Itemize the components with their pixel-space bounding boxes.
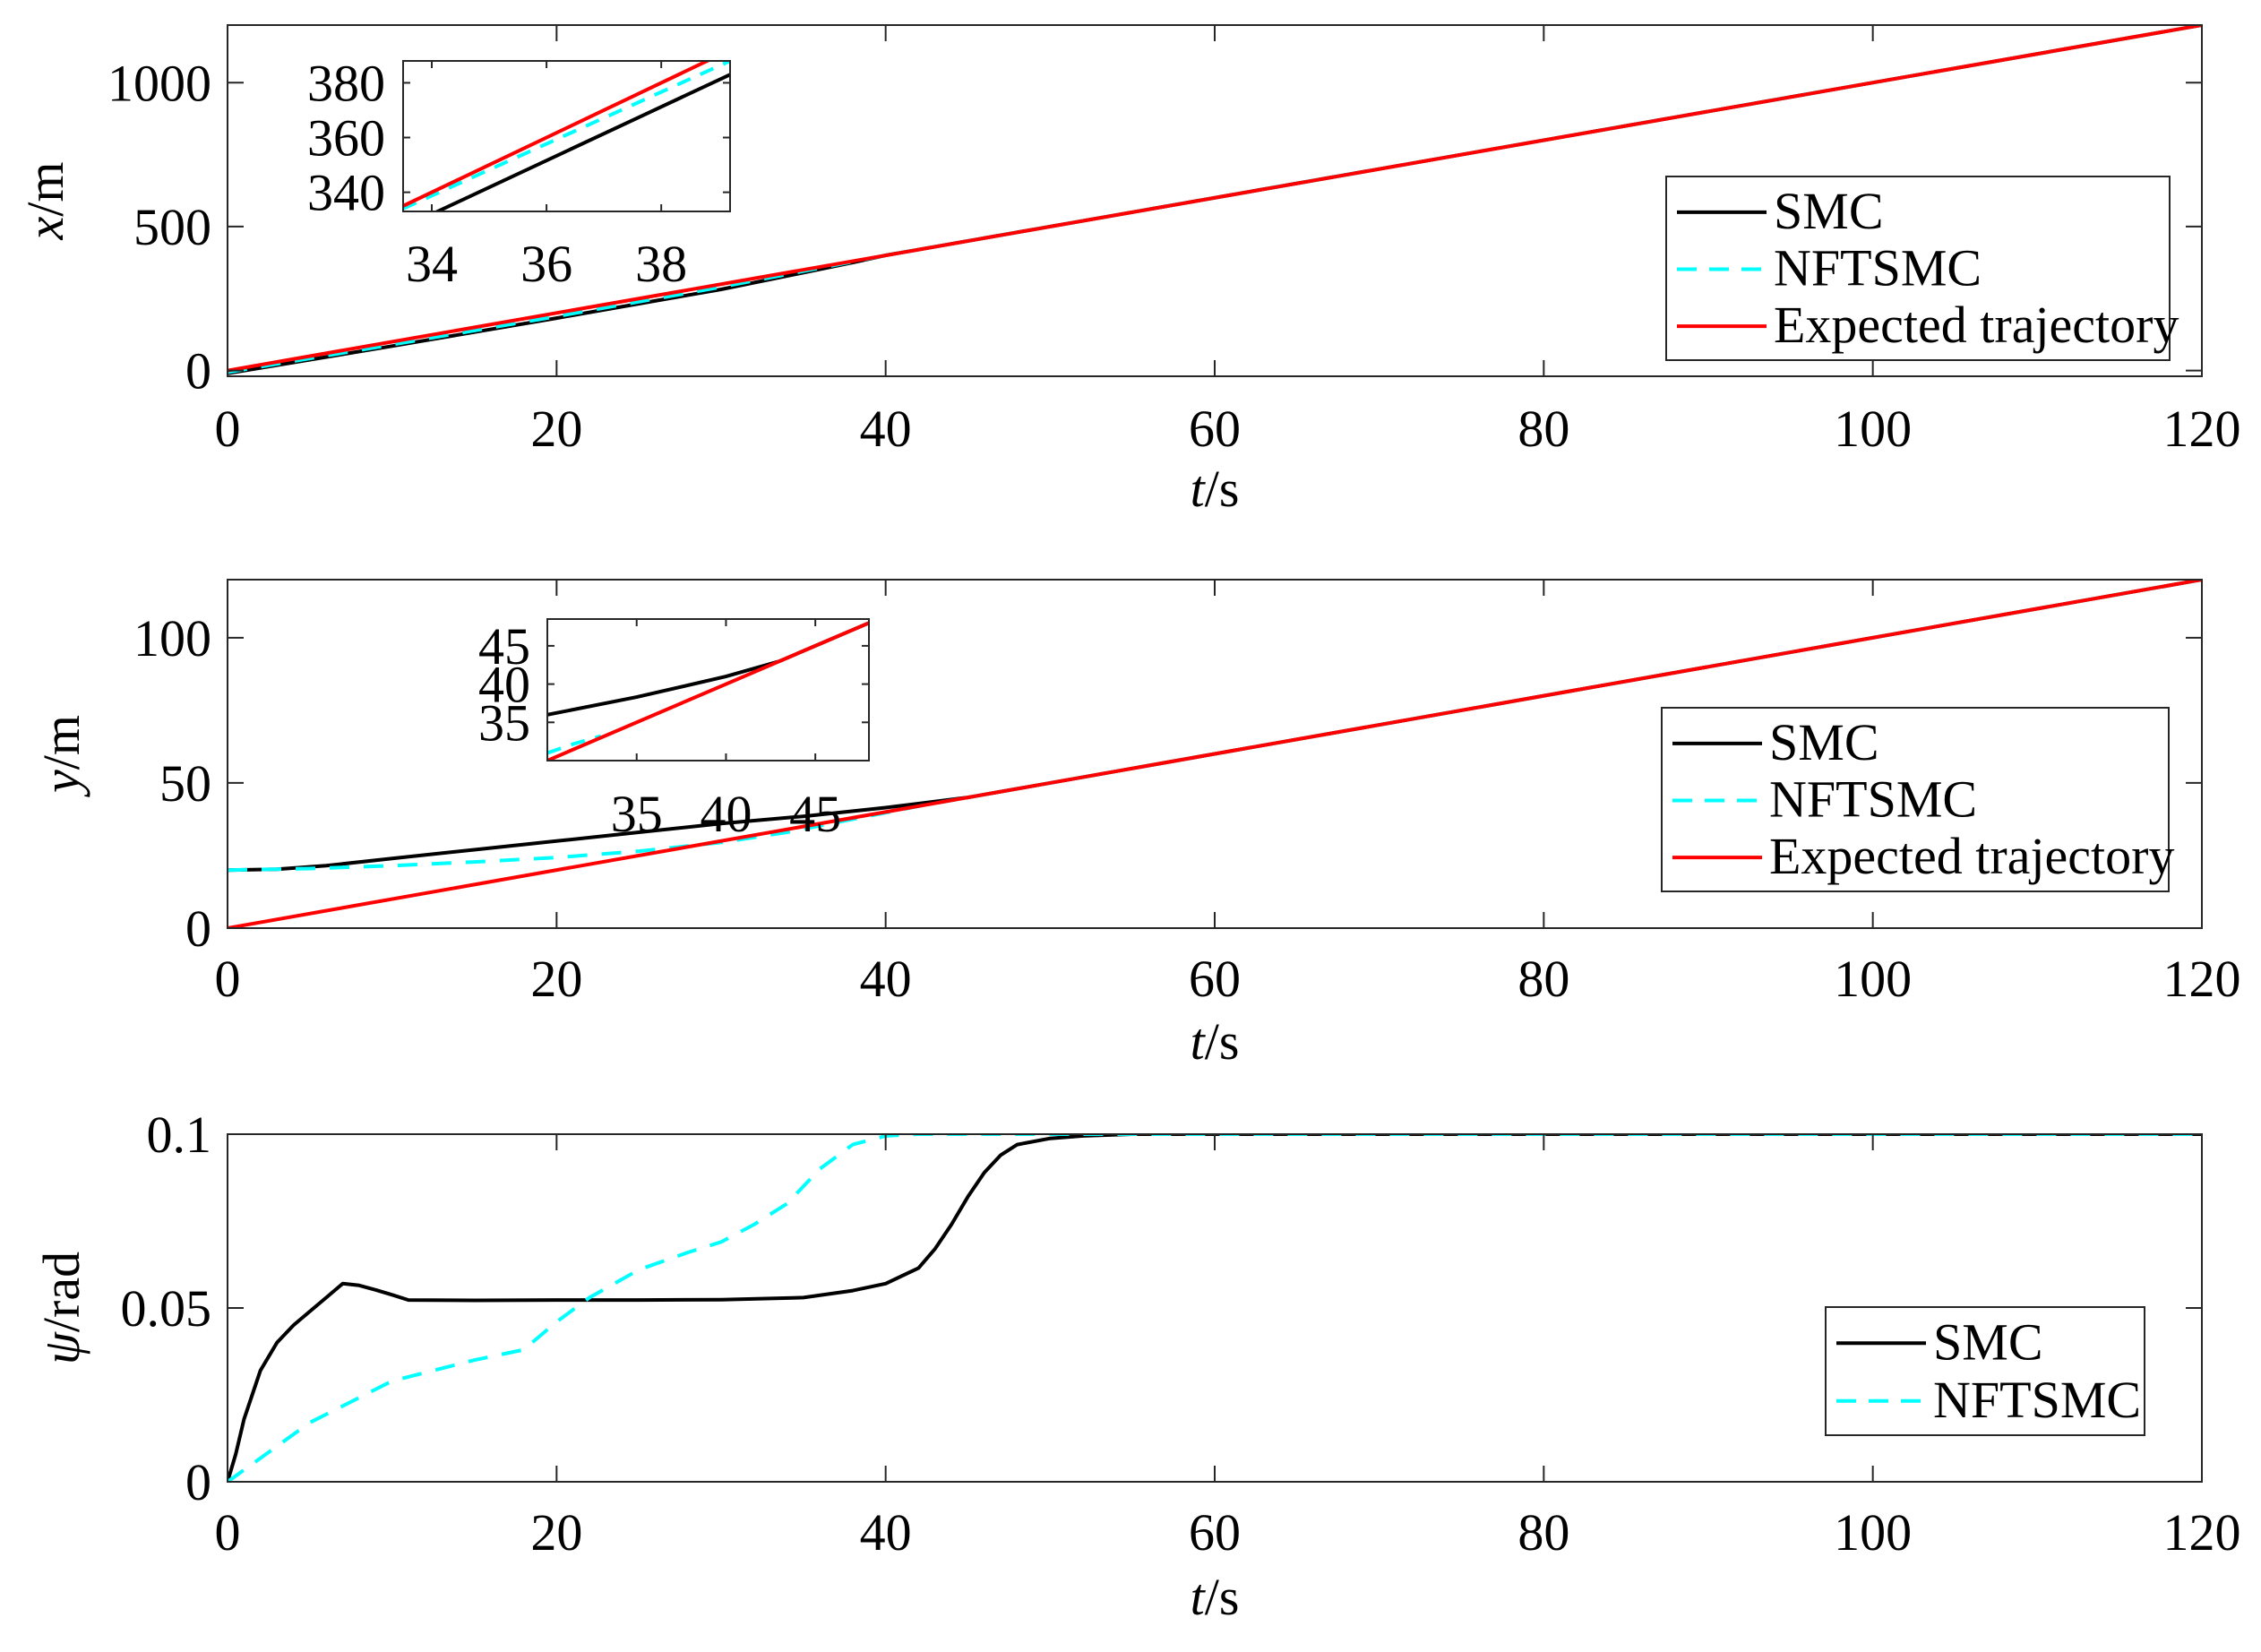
y-tick-label: 1000 — [107, 54, 211, 112]
subplot-x: 0 20 40 60 80 100 120 0 500 1000 t/s x/m 34 36 38 34036… — [16, 24, 2241, 518]
x-tick-label: 20 — [530, 1503, 582, 1562]
y-axis-label: y/m — [32, 715, 90, 797]
inset-box — [546, 618, 870, 761]
x-tick-label: 80 — [1517, 400, 1569, 458]
x-tick-label: 40 — [860, 400, 912, 458]
x-axis-label-var: t — [1191, 1568, 1207, 1626]
y-tick-label: 500 — [133, 198, 211, 256]
inset-x-tick-label: 36 — [520, 235, 572, 293]
y-tick-label: 100 — [133, 609, 211, 667]
x-tick-label: 100 — [1834, 950, 1912, 1008]
x-tick-label: 120 — [2163, 1503, 2241, 1562]
x-axis-label: t/s — [1191, 1012, 1240, 1071]
legend-label: Expected trajectory — [1774, 296, 2179, 354]
series-line-expected-trajectory — [228, 580, 2202, 928]
legend-label: Expected trajectory — [1769, 827, 2174, 885]
y-axis-label-var: ψ — [32, 1331, 90, 1364]
inset-y-tick-label: 35 — [478, 693, 530, 752]
inset-y-tick-label: 40 — [478, 656, 530, 714]
y-axis-label: ψ/rad — [32, 1252, 90, 1364]
y-tick-label: 0 — [185, 899, 211, 958]
y-axis-label-unit: /m — [16, 162, 74, 217]
x-axis-label-var: t — [1191, 1012, 1207, 1071]
legend-label: SMC — [1933, 1312, 2043, 1371]
legend-label: NFTSMC — [1769, 770, 1977, 829]
x-tick-label: 100 — [1834, 1503, 1912, 1562]
x-axis-label-var: t — [1191, 460, 1207, 518]
y-axis-label-var: y — [32, 770, 90, 797]
x-tick-label: 0 — [215, 950, 241, 1008]
x-tick-label: 120 — [2163, 950, 2241, 1008]
inset-y-tick-label: 380 — [307, 54, 385, 112]
x-tick-label: 40 — [860, 1503, 912, 1562]
y-axis-label-unit: /rad — [32, 1252, 90, 1332]
x-tick-label: 0 — [215, 1503, 241, 1562]
y-tick-label: 0 — [185, 1453, 211, 1511]
inset-x-tick-label: 34 — [406, 235, 458, 293]
inset-series-line-nftsmc — [547, 734, 602, 755]
inset-y-tick-label: 340 — [307, 164, 385, 222]
x-tick-label: 80 — [1517, 950, 1569, 1008]
y-tick-label: 0 — [185, 342, 211, 400]
x-axis-label-unit: /s — [1205, 460, 1240, 518]
y-tick-label: 0.1 — [147, 1106, 212, 1164]
inset-series-line-expected-trajectory — [403, 61, 712, 208]
inset-x-tick-label: 38 — [635, 235, 687, 293]
inset-series-line-nftsmc — [403, 61, 730, 211]
inset-box — [402, 60, 731, 212]
y-tick-label: 50 — [159, 754, 211, 813]
x-tick-label: 60 — [1189, 400, 1241, 458]
x-tick-label: 20 — [530, 950, 582, 1008]
series-line-expected-trajectory — [228, 25, 2202, 373]
inset-x-tick-label: 40 — [700, 785, 752, 843]
x-tick-label: 80 — [1517, 1503, 1569, 1562]
y-axis-label: x/m — [16, 162, 74, 241]
y-tick-label: 0.05 — [121, 1279, 212, 1338]
y-axis-label-unit: /m — [32, 715, 90, 770]
series-line-nftsmc — [228, 1134, 2202, 1482]
x-tick-label: 40 — [860, 950, 912, 1008]
legend-label: NFTSMC — [1933, 1371, 2141, 1429]
x-axis-label-unit: /s — [1205, 1012, 1240, 1071]
inset-series-line-expected-trajectory — [547, 621, 869, 761]
legend-label: SMC — [1774, 182, 1884, 240]
series-line-smc — [228, 1134, 2202, 1482]
x-tick-label: 100 — [1834, 400, 1912, 458]
x-tick-label: 60 — [1189, 1503, 1241, 1562]
x-axis-label: t/s — [1191, 460, 1240, 518]
x-tick-label: 60 — [1189, 950, 1241, 1008]
inset-x-tick-label: 35 — [611, 785, 663, 843]
x-tick-label: 0 — [215, 400, 241, 458]
x-axis-label-unit: /s — [1205, 1568, 1240, 1626]
y-axis-label-var: x — [16, 216, 74, 240]
x-axis-label: t/s — [1191, 1568, 1240, 1626]
inset-y-tick-label: 45 — [478, 617, 530, 675]
inset-y-tick-label: 360 — [307, 109, 385, 168]
legend-label: NFTSMC — [1774, 239, 1982, 297]
legend-label: SMC — [1769, 713, 1879, 771]
inset-x-tick-label: 45 — [789, 785, 841, 843]
inset-series-line-smc — [433, 73, 730, 211]
legend-box — [1825, 1306, 2145, 1436]
x-tick-label: 20 — [530, 400, 582, 458]
x-tick-label: 120 — [2163, 400, 2241, 458]
